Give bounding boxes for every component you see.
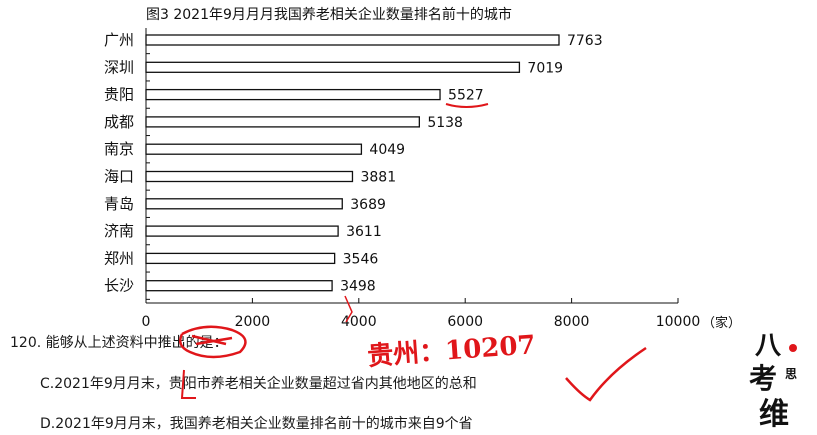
x-tick-label: 6000 [447, 314, 483, 330]
category-label-4: 成都 [104, 113, 134, 131]
bar-1 [145, 34, 560, 46]
x-tick-label: 2000 [235, 314, 271, 330]
value-label-1: 7763 [567, 33, 603, 49]
category-label-10: 长沙 [104, 277, 134, 295]
category-label-5: 南京 [104, 140, 134, 158]
logo-char-small: 思 [785, 367, 797, 381]
value-label-7: 3689 [350, 197, 386, 213]
bar-7 [145, 198, 343, 210]
category-label-7: 青岛 [104, 195, 134, 213]
value-label-5: 4049 [369, 142, 405, 158]
option-d: D.2021年9月月末，我国养老相关企业数量排名前十的城市来自9个省 [40, 416, 473, 432]
bar-9 [145, 252, 336, 265]
x-tick-label: 8000 [554, 314, 590, 330]
bar-2 [145, 61, 521, 73]
bar-3 [145, 88, 441, 101]
category-label-9: 郑州 [104, 249, 134, 267]
value-label-10: 3498 [340, 279, 376, 295]
value-label-6: 3881 [360, 170, 396, 186]
logo-seal [789, 344, 797, 352]
category-label-6: 海口 [104, 168, 134, 186]
x-tick-label: 4000 [341, 314, 377, 330]
brand-logo: 八 考 思 维 [749, 331, 797, 432]
bar-6 [145, 170, 354, 183]
bar-8 [145, 225, 339, 237]
checkmark [565, 346, 647, 402]
value-label-2: 7019 [527, 60, 563, 76]
x-tick-label: 10000 [656, 314, 701, 330]
logo-char-3: 维 [759, 397, 789, 432]
category-label-2: 深圳 [104, 58, 134, 76]
logo-char-1: 八 [755, 331, 782, 361]
x-tick-label: 0 [142, 314, 151, 330]
value-label-8: 3611 [346, 224, 382, 240]
bars-layer: 广州 7763 深圳 7019 贵阳 5527 成都 5138 南京 4049 海口 3881 青岛 36… [104, 31, 603, 295]
value-label-3: 5527 [448, 88, 484, 104]
bar-10 [145, 280, 333, 292]
value-label-9: 3546 [343, 251, 379, 267]
category-label-1: 广州 [104, 31, 134, 49]
chart-title: 图3 2021年9月月月我国养老相关企业数量排名前十的城市 [146, 6, 512, 23]
question-stem: 120. 能够从上述资料中推出的是： [10, 335, 228, 351]
logo-char-2: 考 [749, 362, 777, 395]
x-axis-unit: （家） [702, 315, 741, 331]
value-label-4: 5138 [427, 115, 463, 131]
bar-4 [145, 116, 420, 128]
option-c: C.2021年9月月末，贵阳市养老相关企业数量超过省内其他地区的总和 [40, 376, 477, 392]
bar-chart: 图3 2021年9月月月我国养老相关企业数量排名前十的城市 广州 7763 深圳 70… [104, 6, 741, 331]
category-label-3: 贵阳 [104, 86, 134, 104]
bar-5 [145, 143, 363, 155]
category-label-8: 济南 [104, 222, 134, 240]
